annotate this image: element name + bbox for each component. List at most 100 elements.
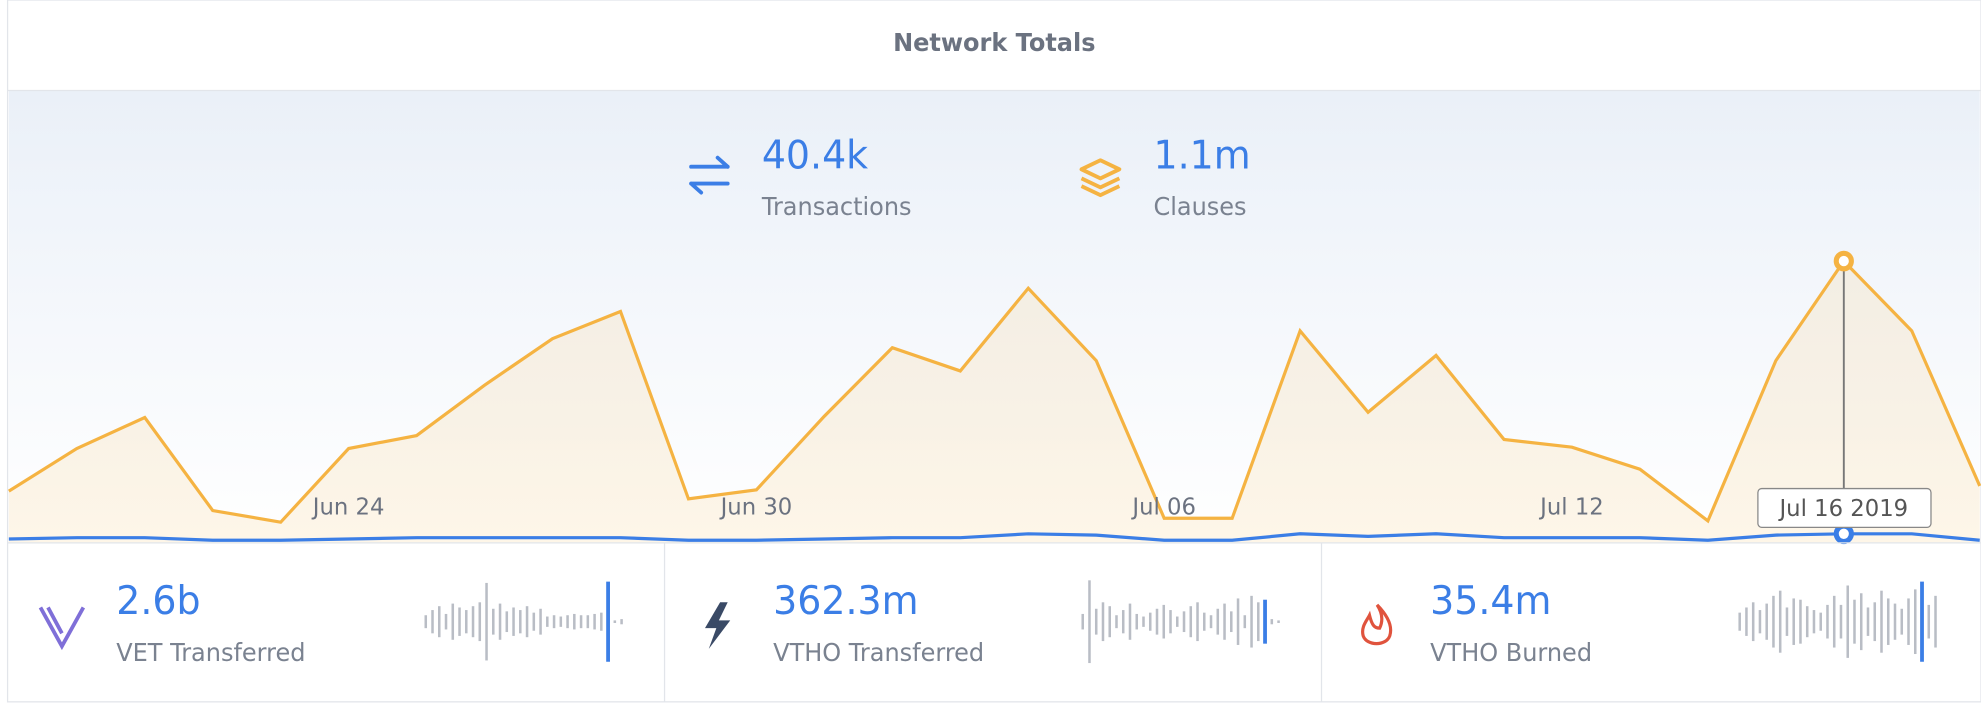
sparkline-bar (1182, 611, 1186, 633)
sparkline-bar (525, 606, 529, 638)
card-value: 35.4m (1430, 579, 1551, 625)
sparkline-bar (1853, 599, 1856, 644)
sparkline-bar (1088, 580, 1091, 664)
sparkline-bar (492, 608, 495, 635)
sparkline-bar (1745, 607, 1748, 636)
sparkline-bar (1772, 595, 1775, 648)
sparkline-bar (606, 581, 610, 662)
plot: Jun 24 Jun 30 Jul 06 Jul 12 Jul 16 2019 (8, 250, 1981, 545)
sparkline-bar (579, 615, 583, 629)
sparkline-bar (1270, 619, 1274, 625)
sparkline-bar (1257, 602, 1260, 642)
burn-icon (1361, 603, 1393, 646)
sparkline-bar (1934, 595, 1937, 648)
sparkline-bar (1886, 598, 1890, 645)
sparkline-bar (1216, 608, 1220, 635)
x-tick-label: Jul 12 (1538, 494, 1604, 520)
transactions-icon (689, 155, 730, 195)
sparkline-bar (478, 602, 482, 642)
x-tick-label: Jun 24 (311, 494, 385, 520)
sparkline-bar (620, 619, 623, 625)
card-value: 2.6b (116, 579, 200, 625)
card-label: VET Transferred (116, 638, 305, 667)
sparkline-bar (1209, 615, 1213, 629)
card-label: VTHO Transferred (773, 638, 984, 667)
sparkline-bar (498, 603, 502, 640)
line (8, 532, 1980, 542)
sparkline-bar (1243, 615, 1247, 629)
area (8, 261, 1980, 543)
sparkline-bar (1805, 606, 1809, 638)
sparkline-bar (1155, 608, 1159, 635)
sparkline-bar (1142, 616, 1145, 627)
sparkline-bar (1115, 615, 1118, 629)
sparkline-bar (424, 615, 428, 629)
sparkline-bar (559, 616, 563, 627)
sparkline-bar (444, 613, 448, 630)
sparkline-bar (600, 612, 603, 631)
sparkline-bar (1900, 608, 1904, 635)
card-label: VTHO Burned (1430, 638, 1592, 667)
sparkline-bar (505, 611, 509, 633)
sparkline-bar (451, 603, 455, 640)
sparkline-bar (1920, 581, 1924, 662)
stat-label: Transactions (761, 192, 912, 221)
sparkline-bar (458, 607, 461, 636)
sparkline-bar (532, 612, 536, 631)
sparkline-bar (1121, 610, 1125, 634)
tooltip: Jul 16 2019 (1777, 496, 1908, 522)
sparkline-bar (613, 620, 617, 623)
sparkline-bar (1196, 602, 1199, 642)
sparkline-bar (1277, 620, 1280, 623)
stat-value: 1.1m (1153, 133, 1250, 179)
sparkline-bar (1839, 604, 1843, 639)
sparkline-bar (471, 606, 475, 638)
sparkline-bar (1101, 602, 1105, 642)
sparkline-bar (1758, 610, 1762, 634)
sparkline-bar (1169, 610, 1172, 634)
sparkline-bar (552, 615, 556, 629)
highlight-point (1833, 523, 1854, 545)
sparkline-bar (1832, 595, 1836, 648)
sparkline-bar (465, 610, 468, 634)
sparkline-bar (1799, 599, 1802, 644)
sparkline-bar (1148, 612, 1152, 631)
card-value: 362.3m (773, 579, 918, 625)
sparkline-bar (512, 607, 515, 636)
sparkline-bar (1927, 604, 1931, 639)
sparkline-bar (1081, 613, 1084, 630)
x-tick-label: Jul 06 (1130, 494, 1196, 520)
sparkline-bar (1907, 598, 1910, 645)
sparkline-bar (1792, 598, 1795, 645)
sparkline-bar (1751, 602, 1755, 642)
sparkline-bar (519, 610, 522, 634)
panel-title: Network Totals (893, 28, 1095, 57)
sparkline-bar (1819, 612, 1822, 631)
sparkline-bar (566, 615, 569, 629)
sparkline-bar (1223, 603, 1226, 640)
sparkline-bar (485, 582, 488, 661)
sparkline-bar (1826, 604, 1829, 639)
sparkline-bar (1108, 606, 1112, 638)
x-tick-label: Jun 30 (719, 494, 793, 520)
sparkline-bar (1785, 607, 1789, 636)
tooltip-box (1757, 487, 1932, 528)
sparkline-bar (586, 615, 590, 629)
highlight-point (1833, 250, 1854, 272)
vet-icon (38, 606, 86, 651)
sparkline-bar (438, 606, 441, 638)
sparkline-bar (1162, 604, 1166, 639)
sparkline-bar (1812, 610, 1816, 634)
chart-background (8, 90, 1980, 543)
sparkline-bar (1880, 590, 1883, 653)
stat-label: Clauses (1153, 192, 1246, 221)
sparkline-bar (539, 608, 542, 635)
sparkline-bar (1263, 599, 1267, 644)
vtho-icon (704, 602, 731, 649)
clauses-icon (1079, 158, 1122, 198)
sparkline-bar (1189, 606, 1193, 638)
sparkline-bar (1738, 612, 1741, 631)
sparkline-bar (1778, 590, 1782, 653)
sparkline-bar (1236, 598, 1240, 645)
